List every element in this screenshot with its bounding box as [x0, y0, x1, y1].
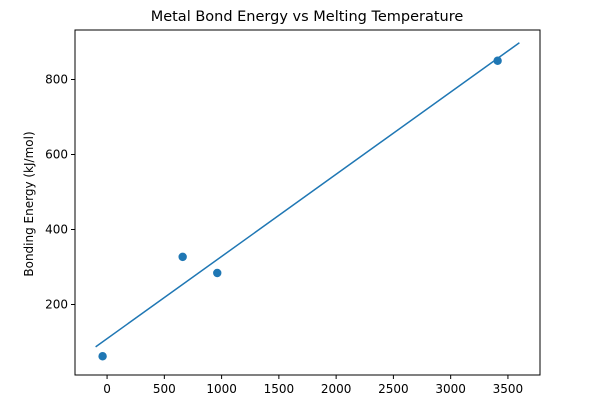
y-tick-label: 200	[45, 298, 68, 312]
x-axis: 0 500 1000 1500 2000 2500 3000 3500	[103, 375, 523, 396]
x-tick-label: 3500	[493, 382, 524, 396]
data-point	[98, 352, 107, 361]
x-tick-label: 500	[153, 382, 176, 396]
y-tick-label: 600	[45, 148, 68, 162]
data-point	[493, 56, 502, 65]
x-tick-label: 0	[103, 382, 111, 396]
chart-title: Metal Bond Energy vs Melting Temperature	[151, 9, 464, 25]
y-tick-label: 800	[45, 73, 68, 87]
trend-line	[95, 42, 520, 348]
x-tick-label: 1000	[206, 382, 237, 396]
plot-area	[95, 42, 520, 361]
x-tick-label: 3000	[435, 382, 466, 396]
data-point	[178, 252, 187, 262]
y-tick-label: 400	[45, 223, 68, 237]
y-axis-title: Bonding Energy (kJ/mol)	[22, 131, 36, 276]
x-tick-label: 2500	[378, 382, 409, 396]
y-axis: 200 400 600 800	[45, 73, 75, 312]
x-tick-label: 1500	[264, 382, 295, 396]
data-point	[213, 268, 222, 278]
x-tick-label: 2000	[321, 382, 352, 396]
plot-frame	[74, 29, 541, 376]
